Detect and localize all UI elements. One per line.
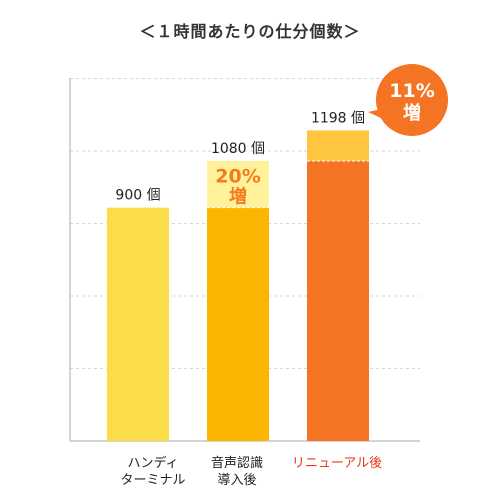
bar-increase-renewal xyxy=(307,130,369,161)
increase-label-11-percent: 11% xyxy=(389,80,434,102)
increase-badge xyxy=(376,64,448,136)
category-label-voice-recognition: 音声認識 導入後 xyxy=(210,456,263,488)
bar-voice-recognition xyxy=(207,207,269,441)
bar-increase-voice-recognition xyxy=(207,160,269,208)
category-label-renewal: リニューアル後 xyxy=(291,456,383,471)
increase-label-20-percent-suffix: 増 xyxy=(229,185,247,207)
bar-renewal xyxy=(307,160,369,441)
value-label-renewal: 1198 個 xyxy=(311,110,365,126)
category-label-handy-terminal: ハンディ ターミナル xyxy=(120,456,186,488)
bar-handy-terminal xyxy=(107,207,169,441)
increase-label-20-percent: 20% xyxy=(215,165,260,187)
chart-title: ＜１時間あたりの仕分個数＞ xyxy=(139,22,361,41)
value-label-voice-recognition: 1080 個 xyxy=(211,141,265,157)
value-label-handy-terminal: 900 個 xyxy=(115,188,160,204)
increase-label-11-percent-suffix: 増 xyxy=(403,102,421,124)
